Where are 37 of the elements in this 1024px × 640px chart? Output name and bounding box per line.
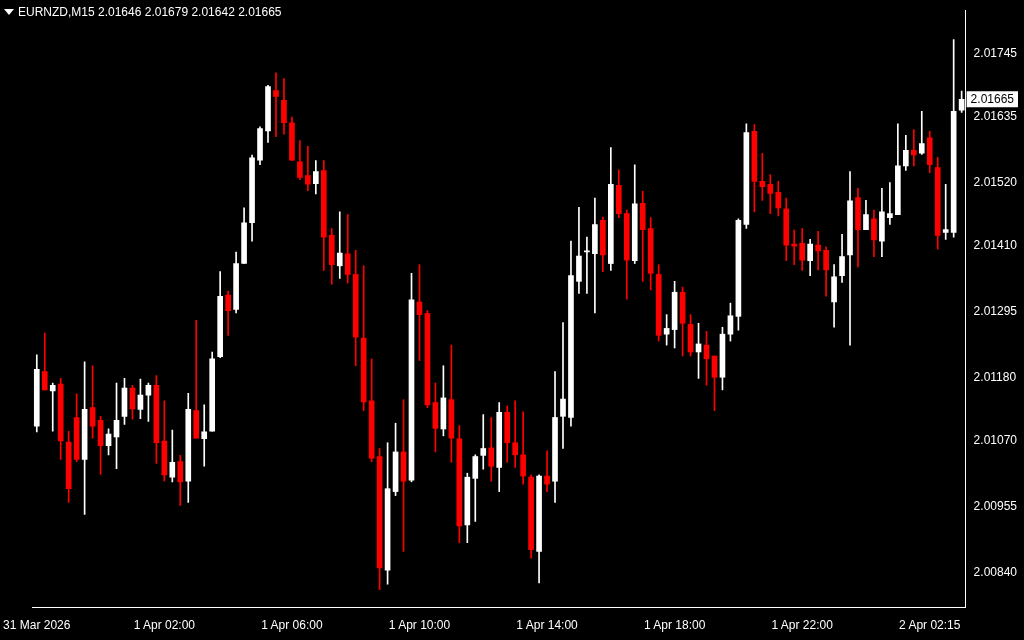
y-tick-label: 2.01635 bbox=[973, 108, 1018, 123]
candlestick bbox=[544, 450, 550, 492]
candlestick bbox=[560, 322, 566, 449]
candlestick bbox=[759, 152, 766, 201]
chart-title: EURNZD,M15 2.01646 2.01679 2.01642 2.01665 bbox=[18, 5, 282, 19]
candlestick bbox=[910, 129, 917, 167]
x-tick-label: 1 Apr 10:00 bbox=[388, 618, 451, 633]
x-tick-label: 1 Apr 22:00 bbox=[771, 618, 834, 633]
x-tick-label: 1 Apr 18:00 bbox=[643, 618, 706, 633]
candlestick bbox=[815, 231, 821, 271]
y-tick-label: 2.01410 bbox=[973, 238, 1018, 253]
y-tick-label: 2.00955 bbox=[973, 499, 1018, 514]
candlestick bbox=[791, 229, 798, 265]
x-tick-label: 2 Apr 02:15 bbox=[899, 618, 961, 633]
y-tick-label: 2.00840 bbox=[973, 565, 1018, 580]
candlestick bbox=[480, 414, 487, 470]
candlestick bbox=[887, 182, 893, 225]
candlestick bbox=[512, 400, 518, 468]
candlestick bbox=[201, 404, 208, 467]
x-tick-label: 1 Apr 06:00 bbox=[261, 618, 323, 633]
candlestick bbox=[336, 211, 343, 279]
candlestick bbox=[918, 110, 925, 155]
x-tick-label: 1 Apr 02:00 bbox=[133, 618, 196, 633]
x-tick-label: 31 Mar 2026 bbox=[3, 618, 71, 633]
text: 2.01665 bbox=[970, 91, 1015, 106]
candlestick bbox=[305, 146, 311, 191]
y-tick-label: 2.01520 bbox=[973, 174, 1018, 189]
y-tick-label: 2.01070 bbox=[973, 433, 1018, 448]
y-tick-label: 2.01180 bbox=[973, 370, 1017, 385]
candlestick bbox=[767, 174, 774, 214]
candlestick bbox=[193, 320, 200, 439]
y-tick-label: 2.01745 bbox=[973, 45, 1018, 60]
candlestick bbox=[273, 72, 279, 137]
candlestick bbox=[49, 382, 56, 432]
candlestick bbox=[942, 183, 949, 240]
x-tick-label: 1 Apr 14:00 bbox=[516, 618, 579, 633]
y-tick-label: 2.01295 bbox=[973, 304, 1018, 319]
